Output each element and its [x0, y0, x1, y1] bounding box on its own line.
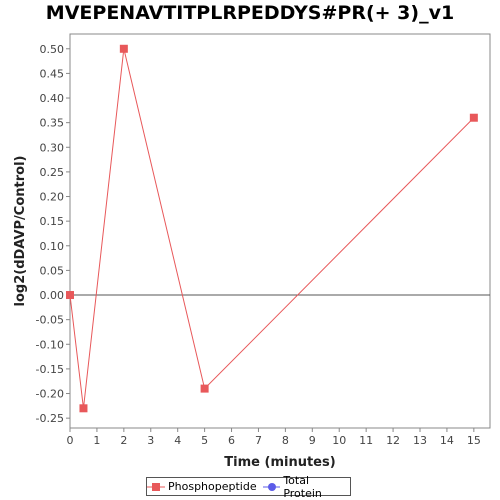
x-tick-label: 2 — [120, 434, 127, 447]
x-tick-label: 8 — [282, 434, 289, 447]
x-tick-label: 9 — [309, 434, 316, 447]
chart-title: MVEPENAVTITPLRPEDDYS#PR(+ 3)_v1 — [45, 2, 455, 24]
x-tick-label: 5 — [201, 434, 208, 447]
y-tick-label: -0.15 — [36, 363, 64, 376]
y-tick-label: 0.05 — [40, 264, 65, 277]
data-point[interactable] — [469, 113, 478, 122]
legend-label: Phosphopeptide — [168, 480, 257, 493]
x-axis: 0 1 2 3 4 5 6 7 8 9 10 11 12 13 14 15 — [67, 428, 481, 447]
y-tick-label: 0.00 — [40, 289, 65, 302]
x-tick-label: 10 — [332, 434, 346, 447]
y-tick-label: 0.30 — [40, 141, 65, 154]
x-tick-label: 6 — [228, 434, 235, 447]
y-tick-label: -0.10 — [36, 338, 64, 351]
y-tick-label: 0.15 — [40, 215, 65, 228]
y-tick-label: -0.20 — [36, 388, 64, 401]
legend-label: Total Protein — [283, 473, 322, 500]
x-tick-label: 13 — [413, 434, 427, 447]
y-axis: -0.25 -0.20 -0.15 -0.10 -0.05 0.00 0.05 0.10 0.1… — [36, 43, 70, 425]
legend-swatch-square — [147, 482, 165, 491]
y-tick-label: 0.10 — [40, 240, 65, 253]
x-tick-label: 11 — [359, 434, 373, 447]
y-tick-label: 0.20 — [40, 191, 65, 204]
y-tick-label: 0.50 — [40, 43, 65, 56]
y-axis-title: log2(dDAVP/Control) — [13, 156, 28, 307]
legend-item-total-protein: Total Protein — [262, 473, 350, 500]
x-tick-label: 1 — [93, 434, 100, 447]
x-tick-label: 12 — [386, 434, 400, 447]
x-tick-label: 14 — [440, 434, 454, 447]
plot-frame — [69, 33, 491, 429]
x-tick-label: 4 — [174, 434, 181, 447]
y-tick-label: 0.35 — [40, 117, 65, 130]
data-point[interactable] — [200, 384, 209, 393]
legend-swatch-circle — [262, 482, 281, 491]
legend-item-phosphopeptide: Phosphopeptide — [147, 480, 257, 493]
y-tick-label: 0.25 — [40, 166, 65, 179]
x-tick-label: 15 — [467, 434, 481, 447]
y-tick-label: -0.05 — [36, 314, 64, 327]
y-tick-label: 0.45 — [40, 67, 65, 80]
data-point[interactable] — [79, 404, 88, 413]
y-tick-label: 0.40 — [40, 92, 65, 105]
series-layer — [66, 44, 478, 413]
x-axis-title: Time (minutes) — [224, 455, 335, 470]
y-tick-label: -0.25 — [36, 412, 64, 425]
data-point[interactable] — [119, 44, 128, 53]
x-tick-label: 0 — [67, 434, 74, 447]
x-tick-label: 7 — [255, 434, 262, 447]
data-point[interactable] — [66, 291, 74, 300]
x-tick-label: 3 — [147, 434, 154, 447]
legend: Phosphopeptide Total Protein — [146, 474, 351, 500]
